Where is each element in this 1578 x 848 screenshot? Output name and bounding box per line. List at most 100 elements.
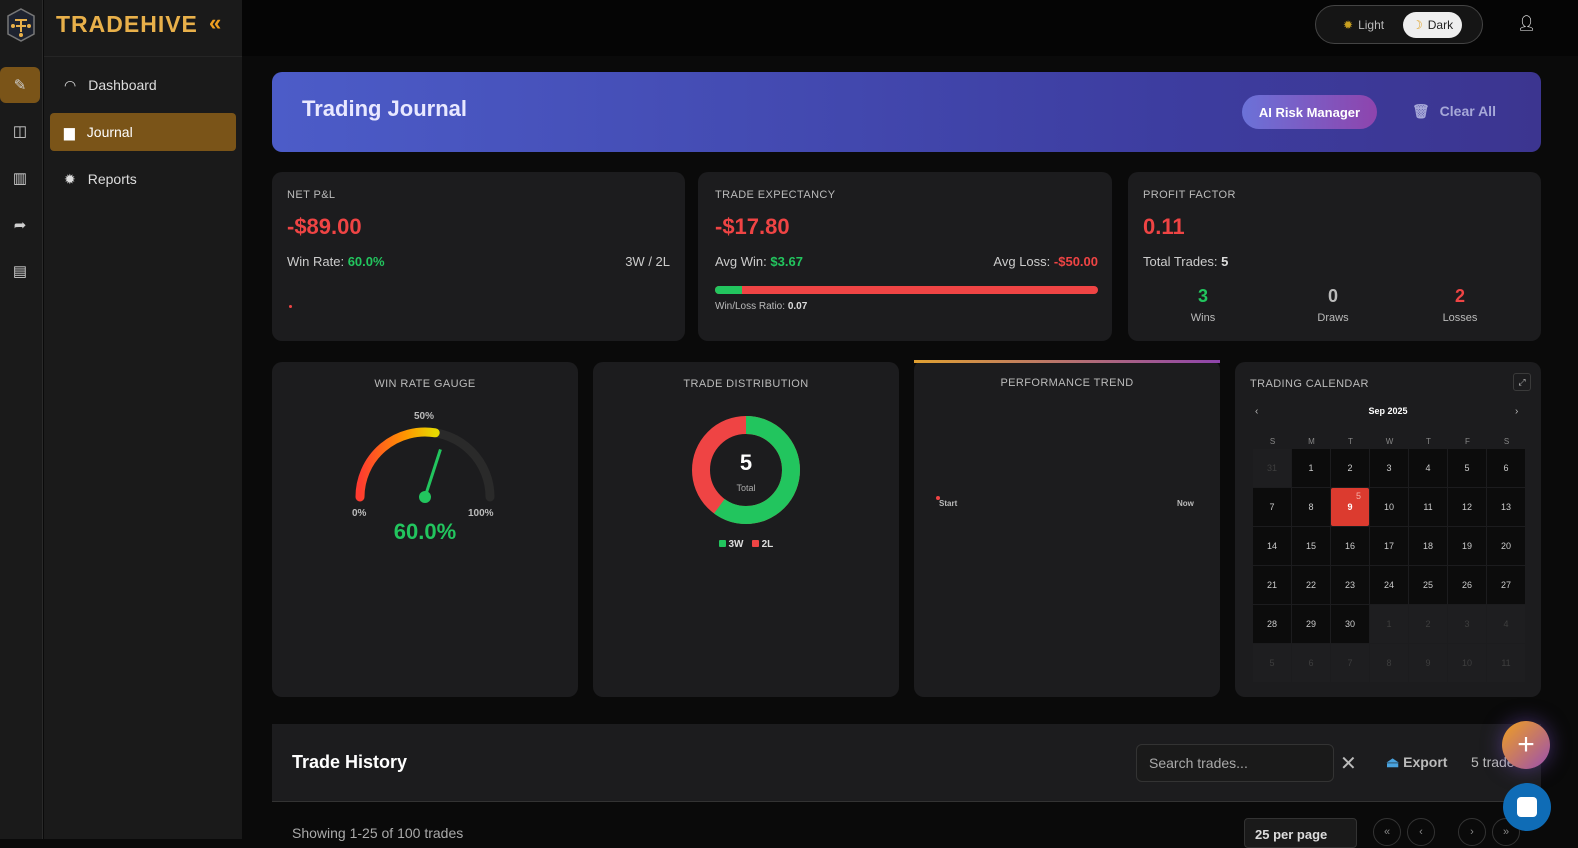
weekday-label: T xyxy=(1348,437,1353,446)
calendar-day[interactable]: 5 xyxy=(1448,449,1486,487)
tradehive-logo-icon xyxy=(7,8,35,42)
calendar-day[interactable]: 20 xyxy=(1487,527,1525,565)
dark-label: Dark xyxy=(1427,18,1454,32)
legend-losses: 2L xyxy=(761,539,774,550)
distribution-total: 5 xyxy=(739,450,753,475)
calendar-day[interactable]: 10 xyxy=(1370,488,1408,526)
gauge-mid-label: 50% xyxy=(414,411,434,422)
dark-theme-option[interactable]: ☽ Dark xyxy=(1403,12,1463,38)
calendar-day[interactable]: 26 xyxy=(1448,566,1486,604)
ratio-value: 0.07 xyxy=(787,301,808,312)
calendar-day[interactable]: 31 xyxy=(1253,449,1291,487)
calendar-day[interactable]: 7 xyxy=(1253,488,1291,526)
calendar-day[interactable]: 15 xyxy=(1292,527,1330,565)
day-number: 5 xyxy=(1269,658,1275,668)
chat-support-button[interactable] xyxy=(1503,783,1551,831)
total-trades-label: Total Trades: xyxy=(1143,254,1218,269)
copy-icon[interactable]: ◫ xyxy=(12,123,28,140)
prev-page-button[interactable]: ‹ xyxy=(1407,818,1435,846)
calendar-day[interactable]: 13 xyxy=(1487,488,1525,526)
calendar-day[interactable]: 16 xyxy=(1331,527,1369,565)
calendar-day[interactable]: 21 xyxy=(1253,566,1291,604)
calendar-day[interactable]: 30 xyxy=(1331,605,1369,643)
gauge-fill xyxy=(355,427,440,502)
draws-label: Draws xyxy=(1317,312,1349,324)
losses-label: Losses xyxy=(1442,312,1478,324)
day-number: 11 xyxy=(1501,658,1511,668)
card-label: NET P&L xyxy=(287,189,336,201)
edit-icon[interactable]: ✎ xyxy=(0,67,40,103)
calendar-day[interactable]: 17 xyxy=(1370,527,1408,565)
page-title: Trading Journal xyxy=(302,96,468,121)
calendar-day[interactable]: 24 xyxy=(1370,566,1408,604)
calendar-day[interactable]: 9 xyxy=(1409,644,1447,682)
calendar-day[interactable]: 25 xyxy=(1409,566,1447,604)
first-page-button[interactable]: « xyxy=(1373,818,1401,846)
prev-month-button[interactable]: ‹ xyxy=(1255,406,1259,417)
win-portion xyxy=(715,286,742,294)
next-page-button[interactable]: › xyxy=(1458,818,1486,846)
sidebar-item-dashboard[interactable]: ◠ Dashboard xyxy=(50,66,236,104)
calendar-day[interactable]: 8 xyxy=(1370,644,1408,682)
light-label: Light xyxy=(1358,18,1385,32)
day-number: 9 xyxy=(1425,658,1431,668)
calendar-day[interactable]: 22 xyxy=(1292,566,1330,604)
share-icon[interactable]: ➦ xyxy=(13,217,27,234)
per-page-select[interactable]: 25 per page xyxy=(1244,818,1357,848)
day-number: 29 xyxy=(1305,619,1316,629)
theme-toggle[interactable]: ✹ Light ☽ Dark xyxy=(1315,5,1483,44)
calendar-day[interactable]: 6 xyxy=(1487,449,1525,487)
light-theme-option[interactable]: ✹ Light xyxy=(1334,12,1393,38)
calendar-day[interactable]: 10 xyxy=(1448,644,1486,682)
day-number: 3 xyxy=(1464,619,1470,629)
calendar-day[interactable]: 7 xyxy=(1331,644,1369,682)
day-number: 22 xyxy=(1305,580,1316,590)
day-number: 1 xyxy=(1386,619,1392,629)
avg-loss-label: Avg Loss: xyxy=(993,254,1051,269)
calendar-day[interactable]: 4 xyxy=(1409,449,1447,487)
ai-risk-manager-button[interactable]: AI Risk Manager xyxy=(1242,95,1377,129)
calendar-day[interactable]: 2 xyxy=(1331,449,1369,487)
day-number: 4 xyxy=(1503,619,1509,629)
bar-chart-icon[interactable]: ▥ xyxy=(12,170,28,187)
export-button[interactable]: ⏏︎ Export xyxy=(1386,754,1447,771)
collapse-sidebar-icon[interactable]: « xyxy=(209,10,222,35)
add-trade-button[interactable]: + xyxy=(1502,721,1550,769)
clear-search-icon[interactable]: ✕ xyxy=(1340,753,1357,775)
calendar-day[interactable]: 5 xyxy=(1253,644,1291,682)
avg-win-label: Avg Win: xyxy=(715,254,767,269)
search-trades-input[interactable] xyxy=(1136,744,1334,782)
plus-icon: + xyxy=(1517,728,1535,761)
sidebar-item-journal[interactable]: ▆ Journal xyxy=(50,113,236,151)
calendar-day[interactable]: 11 xyxy=(1409,488,1447,526)
day-number: 6 xyxy=(1308,658,1314,668)
next-month-button[interactable]: › xyxy=(1515,406,1519,417)
calendar-day[interactable]: 1 xyxy=(1292,449,1330,487)
calendar-day[interactable]: 14 xyxy=(1253,527,1291,565)
day-number: 5 xyxy=(1464,463,1470,473)
calendar-day[interactable]: 1 xyxy=(1370,605,1408,643)
calendar-day[interactable]: 18 xyxy=(1409,527,1447,565)
calendar-day[interactable]: 12 xyxy=(1448,488,1486,526)
clear-all-button[interactable]: 🗑︎ Clear All xyxy=(1412,103,1496,120)
user-icon[interactable]: 👤︎ xyxy=(1517,15,1537,32)
weekday-label: W xyxy=(1385,437,1394,446)
calendar-day[interactable]: 2 xyxy=(1409,605,1447,643)
calendar-day[interactable]: 3 xyxy=(1448,605,1486,643)
calendar-day[interactable]: 8 xyxy=(1292,488,1330,526)
calendar-day[interactable]: 23 xyxy=(1331,566,1369,604)
calendar-day[interactable]: 6 xyxy=(1292,644,1330,682)
calendar-day[interactable]: 29 xyxy=(1292,605,1330,643)
calendar-day[interactable]: 4 xyxy=(1487,605,1525,643)
calendar-day[interactable]: 3 xyxy=(1370,449,1408,487)
newspaper-icon[interactable]: ▤ xyxy=(12,263,28,280)
day-number: 23 xyxy=(1344,580,1355,590)
calendar-day[interactable]: 19 xyxy=(1448,527,1486,565)
calendar-day[interactable]: 28 xyxy=(1253,605,1291,643)
sidebar-item-reports[interactable]: ✹ Reports xyxy=(50,160,236,198)
trend-point xyxy=(936,496,940,500)
calendar-day[interactable]: 11 xyxy=(1487,644,1525,682)
calendar-day[interactable]: 27 xyxy=(1487,566,1525,604)
expand-icon[interactable]: ⤢ xyxy=(1513,373,1531,391)
